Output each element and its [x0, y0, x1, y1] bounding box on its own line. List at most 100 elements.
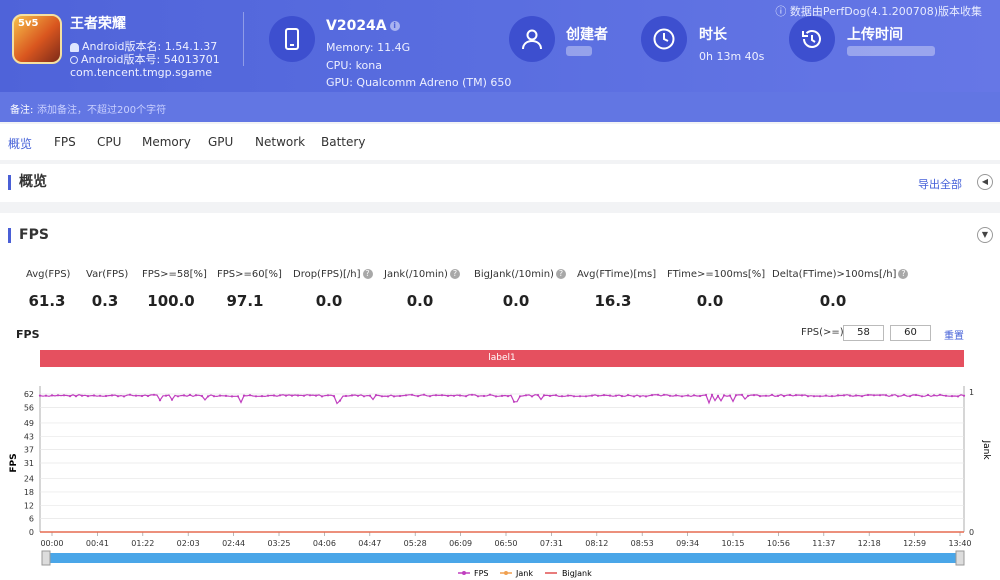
- fps-point: [62, 394, 66, 397]
- tab-battery[interactable]: Battery: [321, 135, 366, 149]
- device-cpu: CPU: kona: [326, 59, 382, 72]
- fps-point: [170, 398, 174, 401]
- fps-point: [476, 395, 480, 398]
- y-tick-label: 18: [24, 488, 34, 497]
- fps-point: [344, 394, 348, 398]
- chevron-down-icon[interactable]: ▼: [977, 227, 993, 243]
- overview-title: 概览: [8, 175, 47, 190]
- chart-title: FPS: [16, 328, 40, 341]
- phone-icon: [269, 16, 315, 62]
- creator-value-redacted: [566, 46, 592, 56]
- fps-point: [620, 395, 624, 398]
- help-icon[interactable]: ?: [898, 269, 909, 279]
- fps-point: [704, 393, 708, 397]
- fps-point: [494, 395, 498, 398]
- metric-label: Avg(FTime)[ms]: [577, 269, 657, 280]
- fps-line-chart[interactable]: FPS Jank 0 6 12 18 24 31 37 43 49 56 62 0 1 00:00 00…: [0, 370, 1000, 580]
- scrollbar-left-handle[interactable]: [41, 550, 51, 566]
- legend-fps[interactable]: FPS: [474, 569, 489, 578]
- fps-point: [626, 394, 630, 397]
- x-tick-label: 10:15: [721, 539, 744, 548]
- x-tick-label: 10:56: [767, 539, 790, 548]
- fps-point: [368, 394, 372, 397]
- tab-overview[interactable]: 概览: [8, 137, 33, 151]
- fps-point: [674, 394, 678, 397]
- fps-point: [920, 395, 924, 398]
- fps-point: [248, 394, 252, 397]
- metric-label: FTime>=100ms[%]: [667, 269, 766, 280]
- fps-point: [422, 393, 426, 396]
- fps-point: [926, 393, 930, 397]
- metric-value: 97.1: [226, 292, 264, 310]
- fps-point: [380, 395, 384, 398]
- tab-memory[interactable]: Memory: [142, 135, 191, 149]
- fps-point: [284, 394, 288, 397]
- tab-gpu[interactable]: GPU: [208, 135, 234, 149]
- y-tick-label: 62: [24, 390, 34, 399]
- fps-point: [614, 394, 618, 397]
- x-tick-label: 04:47: [358, 539, 381, 548]
- android-build-row: Android版本号: 54013701: [70, 51, 220, 67]
- metric-label: Delta(FTime)>100ms[/h]?: [772, 269, 909, 280]
- help-icon[interactable]: ?: [449, 269, 460, 279]
- x-tick-label: 04:06: [313, 539, 336, 548]
- help-icon[interactable]: ?: [555, 269, 566, 279]
- x-tick-label: 05:28: [404, 539, 427, 548]
- history-icon: [789, 16, 835, 62]
- tab-fps[interactable]: FPS: [54, 135, 76, 149]
- device-gpu: GPU: Qualcomm Adreno (TM) 650: [326, 76, 512, 89]
- fps-point: [506, 395, 510, 398]
- reset-button[interactable]: 重置: [944, 331, 964, 342]
- fps-point: [686, 394, 690, 397]
- fps-point: [458, 394, 462, 397]
- legend-jank[interactable]: Jank: [515, 569, 533, 578]
- fps-point: [386, 395, 390, 398]
- fps-point: [680, 395, 684, 398]
- legend-bigjank[interactable]: BigJank: [562, 569, 592, 578]
- fps-point: [824, 394, 828, 397]
- fps-point: [908, 395, 912, 398]
- fps-point: [356, 394, 360, 397]
- y-tick-label: 49: [24, 419, 34, 428]
- fps-point: [950, 395, 954, 398]
- fps-point: [392, 395, 396, 398]
- metric-value: 61.3: [28, 292, 66, 310]
- fps-point: [122, 395, 126, 398]
- fps-point: [488, 393, 492, 396]
- y2-tick-label: 0: [969, 528, 974, 537]
- fps-point: [842, 394, 846, 397]
- fps-point: [398, 394, 402, 398]
- fps-point: [764, 394, 768, 397]
- fps-point: [326, 394, 330, 397]
- fps-point: [710, 393, 714, 396]
- threshold-input-2[interactable]: 60: [890, 325, 931, 341]
- fps-point: [548, 394, 552, 397]
- scrollbar-track[interactable]: [46, 553, 960, 563]
- fps-point: [434, 394, 438, 397]
- x-tick-label: 03:25: [267, 539, 290, 548]
- tab-cpu[interactable]: CPU: [97, 135, 122, 149]
- info-icon[interactable]: i: [389, 21, 400, 31]
- label-bar[interactable]: label1: [40, 350, 964, 367]
- tab-network[interactable]: Network: [255, 135, 306, 149]
- export-all-link[interactable]: 导出全部: [918, 178, 962, 191]
- fps-point: [272, 394, 276, 397]
- y2-axis-label: Jank: [981, 439, 991, 460]
- fps-point: [830, 395, 834, 398]
- app-name: 王者荣耀: [70, 16, 126, 32]
- scrollbar-right-handle[interactable]: [955, 550, 965, 566]
- fps-point: [518, 395, 522, 398]
- y-tick-label: 37: [24, 446, 34, 455]
- fps-point: [164, 394, 168, 397]
- fps-point: [896, 395, 900, 398]
- fps-point: [956, 395, 960, 398]
- remark-input[interactable]: 添加备注，不超过200个字符: [37, 105, 167, 116]
- fps-point: [212, 395, 216, 398]
- fps-point: [482, 394, 486, 398]
- threshold-input-1[interactable]: 58: [843, 325, 884, 341]
- collapse-icon[interactable]: ◀: [977, 174, 993, 190]
- help-icon[interactable]: ?: [362, 269, 373, 279]
- fps-point: [698, 394, 702, 398]
- fps-point: [656, 393, 660, 396]
- fps-point: [818, 395, 822, 398]
